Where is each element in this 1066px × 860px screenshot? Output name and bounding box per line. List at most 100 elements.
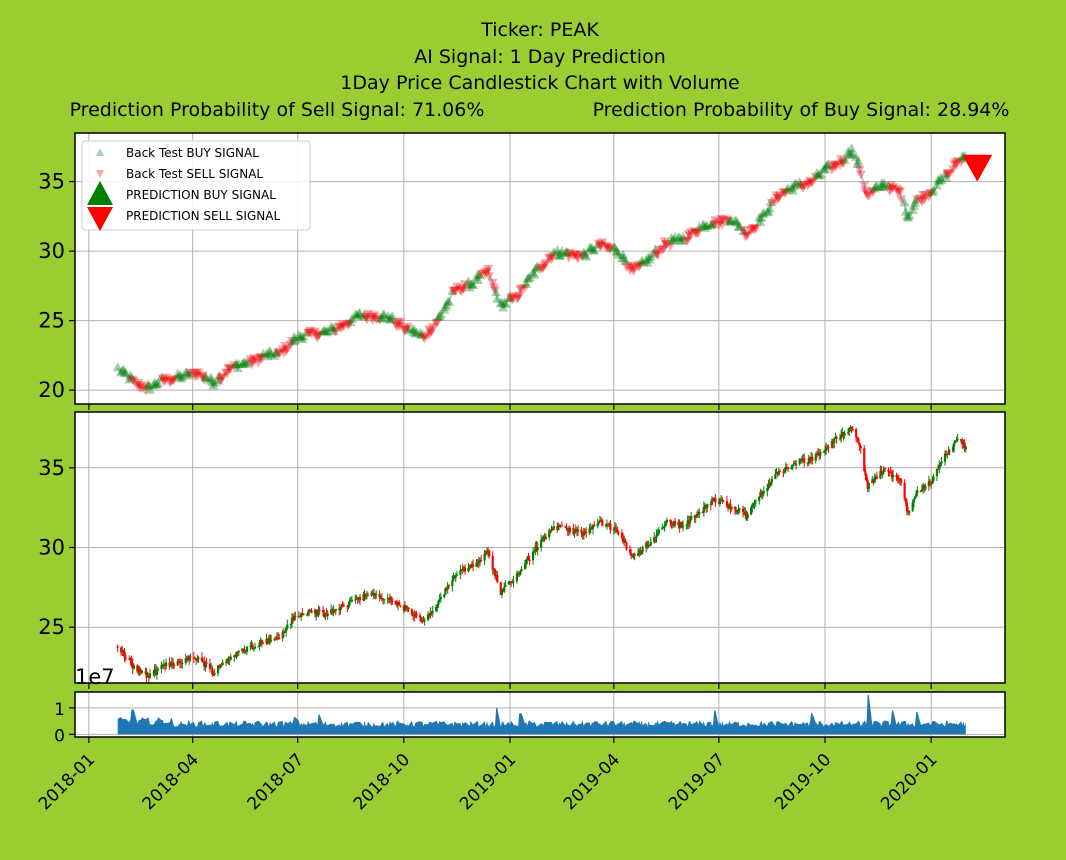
backtest-buy-marker-2018-08-24 bbox=[355, 308, 365, 318]
candle-body-2018-02-06 bbox=[129, 658, 132, 661]
candle-body-2019-11-27 bbox=[889, 472, 892, 474]
candle-body-2018-12-11 bbox=[484, 551, 487, 554]
x-tick-label-3: 2018-10 bbox=[350, 750, 414, 814]
candle-body-2019-04-23 bbox=[638, 550, 641, 554]
candle-body-2019-02-18 bbox=[564, 526, 567, 528]
candle-body-2018-09-27 bbox=[398, 601, 401, 606]
backtest-buy-marker-2018-11-29 bbox=[466, 279, 477, 289]
backtest-sell-marker-2018-08-15 bbox=[344, 319, 355, 329]
candle-body-2018-07-20 bbox=[318, 609, 321, 611]
candle-body-2019-04-05 bbox=[617, 532, 620, 534]
candle-body-2019-07-23 bbox=[743, 512, 746, 515]
backtest-buy-marker-2019-05-01 bbox=[643, 252, 654, 262]
backtest-buy-marker-2018-11-02 bbox=[435, 309, 446, 319]
candle-body-2018-06-11 bbox=[273, 638, 276, 641]
backtest-buy-marker-2020-01-03 bbox=[928, 185, 939, 195]
backtest-buy-marker-2019-04-03 bbox=[611, 246, 622, 256]
candle-body-2019-08-06 bbox=[759, 491, 762, 497]
backtest-sell-marker-2018-05-25 bbox=[250, 355, 260, 365]
backtest-buy-marker-2019-03-07 bbox=[580, 249, 590, 259]
backtest-sell-marker-2019-01-10 bbox=[515, 285, 526, 295]
candle-body-2019-10-11 bbox=[835, 437, 838, 439]
backtest-sell-marker-2018-05-04 bbox=[225, 364, 236, 374]
backtest-sell-marker-2018-03-08 bbox=[160, 376, 170, 386]
candle-body-2019-02-08 bbox=[552, 526, 555, 530]
backtest-buy-marker-2018-11-28 bbox=[465, 279, 476, 289]
backtest-buy-marker-2019-05-03 bbox=[645, 251, 656, 261]
candle-body-2019-07-22 bbox=[741, 508, 745, 513]
backtest-sell-marker-2020-01-16 bbox=[943, 170, 954, 180]
candle-body-2019-06-18 bbox=[702, 506, 705, 513]
backtest-sell-marker-2018-08-06 bbox=[334, 322, 345, 332]
candle-body-2019-12-24 bbox=[920, 489, 924, 492]
backtest-buy-marker-2019-01-25 bbox=[532, 261, 543, 271]
backtest-sell-marker-2018-04-30 bbox=[221, 368, 232, 378]
backtest-sell-marker-2020-01-21 bbox=[949, 160, 960, 170]
candle-body-2019-08-13 bbox=[767, 483, 770, 489]
backtest-sell-marker-2020-01-01 bbox=[926, 188, 937, 198]
backtest-sell-marker-2018-09-28 bbox=[395, 318, 406, 328]
backtest-buy-marker-2019-01-01 bbox=[505, 292, 515, 302]
backtest-sell-marker-2019-10-15 bbox=[836, 155, 847, 165]
backtest-sell-marker-2019-12-26 bbox=[919, 195, 930, 205]
candle-body-2018-07-12 bbox=[309, 610, 312, 612]
backtest-sell-marker-2019-02-04 bbox=[544, 254, 555, 264]
candle-body-2019-09-23 bbox=[814, 453, 817, 461]
candle-body-2019-08-01 bbox=[753, 501, 756, 504]
backtest-sell-marker-2019-11-07 bbox=[862, 191, 873, 201]
backtest-sell-marker-2018-07-17 bbox=[311, 331, 322, 341]
candle-body-2018-07-23 bbox=[321, 610, 325, 613]
backtest-buy-marker-2018-01-26 bbox=[112, 362, 123, 372]
candle-body-2019-05-21 bbox=[670, 521, 673, 525]
backtest-sell-marker-2019-11-06 bbox=[861, 189, 872, 199]
volume-y-tick-label-0: 0 bbox=[54, 726, 65, 746]
backtest-sell-marker-2019-08-27 bbox=[779, 188, 790, 198]
backtest-buy-marker-2019-05-21 bbox=[666, 232, 677, 242]
backtest-sell-marker-2019-07-05 bbox=[718, 215, 729, 225]
backtest-buy-marker-2018-03-29 bbox=[184, 368, 195, 378]
candle-body-2018-07-10 bbox=[306, 611, 310, 615]
candle-body-2019-09-02 bbox=[790, 466, 793, 470]
candle-body-2019-06-26 bbox=[711, 499, 715, 502]
backtest-buy-marker-2018-08-21 bbox=[351, 310, 362, 320]
backtest-buy-marker-2019-07-17 bbox=[732, 218, 743, 228]
candle-body-2018-02-09 bbox=[132, 665, 135, 669]
candle-body-2019-01-22 bbox=[533, 551, 536, 553]
candle-body-2018-05-14 bbox=[241, 648, 244, 652]
backtest-sell-marker-2019-02-26 bbox=[569, 250, 580, 260]
backtest-sell-marker-2019-01-30 bbox=[538, 263, 549, 273]
candle-body-2019-03-25 bbox=[604, 525, 607, 527]
backtest-sell-marker-2018-03-15 bbox=[168, 376, 179, 386]
backtest-sell-marker-2019-06-07 bbox=[686, 228, 697, 238]
candle-body-2018-03-12 bbox=[168, 662, 171, 667]
candle-body-2018-07-19 bbox=[317, 609, 320, 612]
candle-body-2018-02-28 bbox=[154, 669, 157, 675]
candle-body-2018-04-02 bbox=[192, 657, 195, 659]
candle-body-2019-10-08 bbox=[831, 441, 835, 444]
backtest-buy-marker-2019-10-01 bbox=[820, 164, 830, 174]
backtest-buy-marker-2018-11-26 bbox=[463, 276, 474, 286]
backtest-sell-marker-2019-07-08 bbox=[721, 215, 732, 225]
candle-body-2018-04-05 bbox=[196, 658, 199, 661]
backtest-buy-marker-2019-03-08 bbox=[581, 251, 592, 261]
candle-body-2019-07-04 bbox=[721, 499, 724, 502]
candle-body-2018-12-17 bbox=[491, 555, 494, 570]
backtest-buy-marker-2018-10-09 bbox=[408, 327, 419, 337]
backtest-buy-marker-2019-03-15 bbox=[589, 245, 600, 255]
candle-body-2019-09-26 bbox=[818, 452, 821, 456]
backtest-sell-marker-2019-10-14 bbox=[835, 161, 845, 171]
backtest-buy-marker-2019-06-20 bbox=[701, 220, 712, 230]
candle-body-2018-12-12 bbox=[485, 551, 489, 554]
backtest-sell-marker-2018-05-23 bbox=[247, 357, 258, 367]
candle-body-2018-06-28 bbox=[293, 616, 296, 621]
candle-body-2019-07-02 bbox=[718, 499, 722, 504]
backtest-sell-marker-2019-07-29 bbox=[746, 226, 757, 236]
backtest-buy-marker-2018-07-31 bbox=[327, 322, 338, 332]
candle-body-2019-08-08 bbox=[761, 493, 764, 495]
backtest-sell-marker-2019-11-27 bbox=[885, 181, 896, 191]
candle-body-2019-10-10 bbox=[834, 437, 837, 439]
backtest-buy-marker-2019-02-08 bbox=[548, 247, 559, 257]
candle-body-2019-12-04 bbox=[897, 478, 900, 481]
candle-body-2019-01-11 bbox=[520, 568, 523, 571]
candle-body-2019-10-23 bbox=[849, 427, 852, 429]
